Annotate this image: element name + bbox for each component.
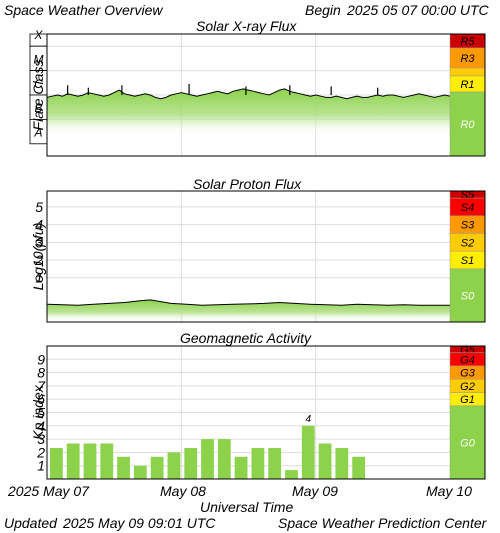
xray-scale-label-r1: R1 bbox=[460, 79, 474, 91]
kp-y-axis-label: Kp index bbox=[30, 384, 46, 439]
kp-bar-17 bbox=[318, 443, 332, 479]
xray-flux-fill bbox=[47, 88, 450, 136]
kp-bar-6 bbox=[133, 465, 147, 479]
kp-bar-2 bbox=[66, 443, 80, 479]
kp-ytick-label-8: 8 bbox=[37, 365, 45, 381]
kp-ytick-label-3: 3 bbox=[37, 431, 45, 447]
kp-ytick-label-2: 2 bbox=[36, 444, 45, 460]
proton-scale-label-s1: S1 bbox=[461, 255, 474, 267]
kp-bar-9 bbox=[184, 448, 198, 479]
xray-y-axis-label: Flare Class bbox=[30, 60, 46, 131]
kp-bar-10 bbox=[201, 439, 214, 479]
flare-class-label-b: B bbox=[34, 101, 42, 115]
proton-ytick-label-1: 1 bbox=[35, 270, 43, 286]
xtick-label-may07: 2025 May 07 bbox=[8, 483, 89, 499]
chart-title-proton: Solar Proton Flux bbox=[193, 176, 302, 192]
xtick-label-may08: May 08 bbox=[160, 483, 206, 499]
kp-scale-label-g4: G4 bbox=[460, 354, 475, 366]
xtick-label-may09: May 09 bbox=[292, 483, 338, 499]
proton-flux-line bbox=[46, 299, 450, 306]
kp-ytick-label-6: 6 bbox=[37, 391, 45, 407]
xtick-label-may10: May 10 bbox=[426, 483, 472, 499]
plot-area bbox=[47, 191, 450, 322]
x-axis-label: Universal Time bbox=[200, 499, 294, 515]
credit-text: Space Weather Prediction Center bbox=[278, 515, 487, 531]
flare-class-label-m: M bbox=[34, 52, 44, 66]
header-title: Space Weather Overview bbox=[4, 2, 163, 18]
proton-ytick-label-4: 4 bbox=[35, 217, 43, 233]
kp-bar-12 bbox=[234, 456, 248, 479]
updated-date: 2025 May 09 09:01 UTC bbox=[63, 515, 216, 531]
xray-scale-label-r5: R5 bbox=[460, 36, 475, 48]
kp-bar-3 bbox=[83, 443, 97, 479]
chart-title-xray: Solar X-ray Flux bbox=[196, 18, 297, 34]
kp-bar-8 bbox=[167, 452, 181, 479]
proton-flux-fill bbox=[47, 299, 450, 322]
kp-scale-label-g1: G1 bbox=[460, 394, 475, 406]
kp-scale-label-g2: G2 bbox=[460, 381, 475, 393]
kp-ytick-label-9: 9 bbox=[37, 351, 45, 367]
proton-scale-label-s2: S2 bbox=[461, 237, 474, 249]
kp-bar-5 bbox=[117, 456, 130, 479]
proton-y-axis-label: Log10(pfu) bbox=[30, 223, 46, 291]
proton-scale-label-s0: S0 bbox=[461, 290, 475, 302]
kp-bar-15 bbox=[285, 470, 298, 479]
xray-scale-band2 bbox=[449, 67, 486, 77]
proton-ytick-label-2: 2 bbox=[34, 252, 43, 268]
kp-bar-1 bbox=[50, 448, 63, 479]
kp-bar-19 bbox=[352, 456, 366, 479]
kp-bar-11 bbox=[217, 439, 231, 479]
xray-flux-line bbox=[46, 88, 451, 100]
flare-class-label-a: A bbox=[33, 126, 42, 140]
kp-scale-label-g3: G3 bbox=[460, 368, 476, 380]
flare-class-label-c: C bbox=[34, 77, 43, 91]
kp-scale-label-g0: G0 bbox=[460, 437, 476, 449]
begin-date: 2025 05 07 00:00 UTC bbox=[347, 2, 489, 18]
xray-plot-border bbox=[46, 33, 486, 157]
proton-scale-label-s4: S4 bbox=[461, 202, 474, 214]
kp-bar-13 bbox=[251, 448, 265, 479]
kp-bar-7 bbox=[150, 456, 164, 479]
kp-ytick-label-4: 4 bbox=[37, 418, 45, 434]
kp-bar-16 bbox=[301, 425, 315, 479]
kp-bar-14 bbox=[268, 448, 282, 479]
proton-scale-label-s3: S3 bbox=[461, 220, 475, 232]
kp-bar-value-label-16: 4 bbox=[305, 414, 311, 425]
xray-scale-label-r0: R0 bbox=[460, 119, 475, 131]
kp-plot-border bbox=[46, 345, 486, 480]
proton-ytick-label-5: 5 bbox=[35, 199, 43, 215]
updated-label: Updated bbox=[4, 515, 57, 531]
kp-ytick-label-1: 1 bbox=[37, 458, 45, 474]
kp-ytick-label-5: 5 bbox=[37, 405, 45, 421]
begin-label: Begin bbox=[305, 2, 341, 18]
xray-scale-label-r3: R3 bbox=[460, 53, 475, 65]
proton-ytick-label-3: 3 bbox=[35, 234, 43, 250]
proton-plot-border bbox=[46, 190, 486, 323]
kp-bar-18 bbox=[335, 448, 349, 479]
chart-title-geomag: Geomagnetic Activity bbox=[180, 330, 311, 346]
kp-ytick-label-7: 7 bbox=[37, 378, 46, 394]
flare-class-label-x: X bbox=[33, 28, 43, 42]
kp-bar-4 bbox=[100, 443, 114, 479]
